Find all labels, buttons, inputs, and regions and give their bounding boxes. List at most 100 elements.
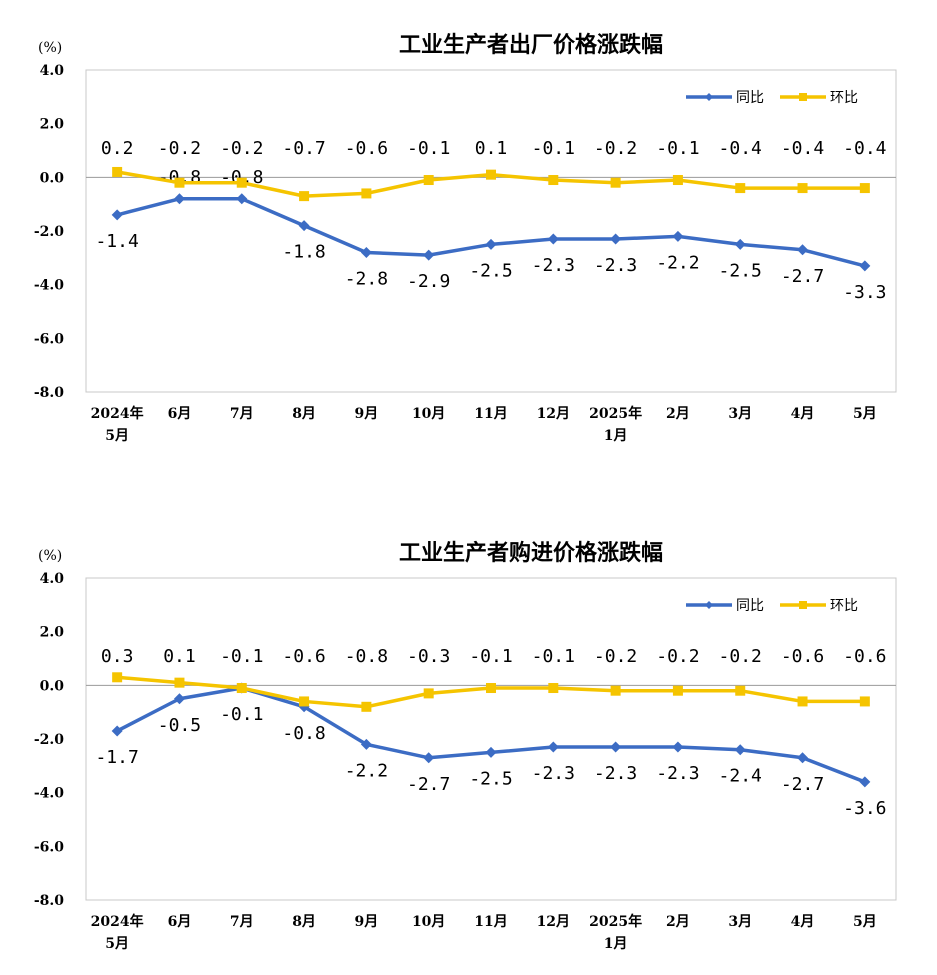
x-tick-label: 7月 xyxy=(230,914,254,930)
data-point-yoy xyxy=(298,220,310,232)
data-label-yoy: -3.6 xyxy=(843,798,886,819)
data-point-yoy xyxy=(111,209,123,221)
data-label-mom: -0.7 xyxy=(282,138,325,159)
data-point-mom xyxy=(112,672,123,683)
y-tick-label: -8.0 xyxy=(34,385,64,401)
y-tick-label: 4.0 xyxy=(40,63,65,79)
data-point-mom xyxy=(236,177,247,188)
data-label-yoy: -1.4 xyxy=(95,231,138,252)
plot-area xyxy=(85,69,897,393)
x-tick-label: 4月 xyxy=(791,914,815,930)
x-tick-label: 11月 xyxy=(474,406,507,422)
data-point-mom xyxy=(672,175,683,186)
x-tick-label: 8月 xyxy=(292,406,316,422)
data-label-yoy: -2.8 xyxy=(345,268,388,289)
x-tick-label: 11月 xyxy=(474,914,507,930)
y-tick-label: -2.0 xyxy=(34,732,64,748)
data-point-mom xyxy=(859,696,870,707)
x-tick-label: 12月 xyxy=(537,406,570,422)
data-label-yoy: -2.5 xyxy=(469,768,512,789)
data-label-yoy: -2.9 xyxy=(407,271,450,292)
data-label-mom: -0.6 xyxy=(781,646,824,667)
x-tick-label: 2025年 xyxy=(589,405,642,422)
data-point-yoy xyxy=(672,741,684,753)
data-label-yoy: -2.5 xyxy=(469,260,512,281)
data-label-yoy: -0.5 xyxy=(158,715,201,736)
data-label-mom: -0.1 xyxy=(656,138,699,159)
x-tick-label: 2月 xyxy=(666,406,690,422)
data-label-mom: 0.2 xyxy=(101,138,134,159)
data-label-yoy: -2.2 xyxy=(656,252,699,273)
data-label-yoy: -2.7 xyxy=(407,774,450,795)
data-label-mom: -0.1 xyxy=(469,646,512,667)
data-point-yoy xyxy=(173,693,185,705)
y-tick-label: -4.0 xyxy=(34,786,64,802)
x-tick-label: 12月 xyxy=(537,914,570,930)
x-tick-label: 6月 xyxy=(168,914,192,930)
data-label-mom: -0.1 xyxy=(532,646,575,667)
x-tick-label: 2月 xyxy=(666,914,690,930)
data-label-mom: -0.4 xyxy=(781,138,824,159)
data-point-yoy xyxy=(734,238,746,250)
data-label-yoy: -0.8 xyxy=(282,723,325,744)
data-point-mom xyxy=(174,177,185,188)
data-point-yoy xyxy=(734,744,746,756)
data-label-yoy: -2.3 xyxy=(532,763,575,784)
y-tick-label: -6.0 xyxy=(34,839,64,855)
data-label-yoy: -2.4 xyxy=(719,766,762,787)
data-point-yoy xyxy=(797,752,809,764)
data-point-mom xyxy=(112,166,123,177)
data-point-yoy xyxy=(423,752,435,764)
data-point-mom xyxy=(299,191,310,202)
chart-title: 工业生产者购进价格涨跌幅 xyxy=(399,540,663,566)
data-point-yoy xyxy=(859,260,871,272)
data-point-mom xyxy=(299,696,310,707)
data-point-mom xyxy=(486,683,496,694)
data-label-yoy: -2.5 xyxy=(719,260,762,281)
data-label-mom: -0.6 xyxy=(345,138,388,159)
data-point-mom xyxy=(859,183,870,194)
data-point-mom xyxy=(548,175,559,186)
x-tick-label: 10月 xyxy=(412,406,445,422)
data-label-yoy: -2.2 xyxy=(345,760,388,781)
data-label-yoy: -3.3 xyxy=(843,282,886,303)
data-point-yoy xyxy=(485,238,497,250)
data-label-yoy: -2.3 xyxy=(532,255,575,276)
data-label-yoy: -2.3 xyxy=(594,763,637,784)
data-label-yoy: -1.8 xyxy=(282,242,325,263)
data-point-mom xyxy=(423,175,434,186)
y-tick-label: 2.0 xyxy=(40,117,65,133)
y-tick-label: -8.0 xyxy=(34,893,64,909)
data-point-yoy xyxy=(360,738,372,750)
data-label-mom: -0.8 xyxy=(345,646,388,667)
x-tick-label: 2024年 xyxy=(91,405,144,422)
data-label-mom: -0.3 xyxy=(407,646,450,667)
data-label-yoy: -2.3 xyxy=(656,763,699,784)
y-tick-label: -6.0 xyxy=(34,331,64,347)
data-label-yoy: -0.1 xyxy=(220,704,263,725)
data-point-yoy xyxy=(859,776,871,788)
legend-marker-yoy xyxy=(705,601,713,609)
data-point-mom xyxy=(735,685,746,696)
data-label-yoy: -1.7 xyxy=(95,747,138,768)
data-label-mom: 0.1 xyxy=(163,646,196,667)
data-point-mom xyxy=(610,177,621,188)
data-point-yoy xyxy=(610,741,622,753)
data-label-mom: -0.1 xyxy=(532,138,575,159)
data-label-yoy: -2.3 xyxy=(594,255,637,276)
x-tick-label: 6月 xyxy=(168,406,192,422)
data-point-yoy xyxy=(111,725,123,737)
data-point-yoy xyxy=(423,249,435,261)
y-tick-label: 0.0 xyxy=(40,678,65,694)
y-tick-label: -4.0 xyxy=(34,278,64,294)
data-label-mom: 0.1 xyxy=(475,138,508,159)
y-tick-label: -2.0 xyxy=(34,224,64,240)
legend-label-mom: 环比 xyxy=(830,90,858,106)
data-point-mom xyxy=(174,677,185,688)
x-tick-label: 9月 xyxy=(355,406,379,422)
data-label-mom: -0.4 xyxy=(843,138,886,159)
y-tick-label: 0.0 xyxy=(40,170,65,186)
data-label-mom: -0.2 xyxy=(158,138,201,159)
x-tick-label: 3月 xyxy=(728,406,752,422)
legend-label-yoy: 同比 xyxy=(736,90,764,106)
